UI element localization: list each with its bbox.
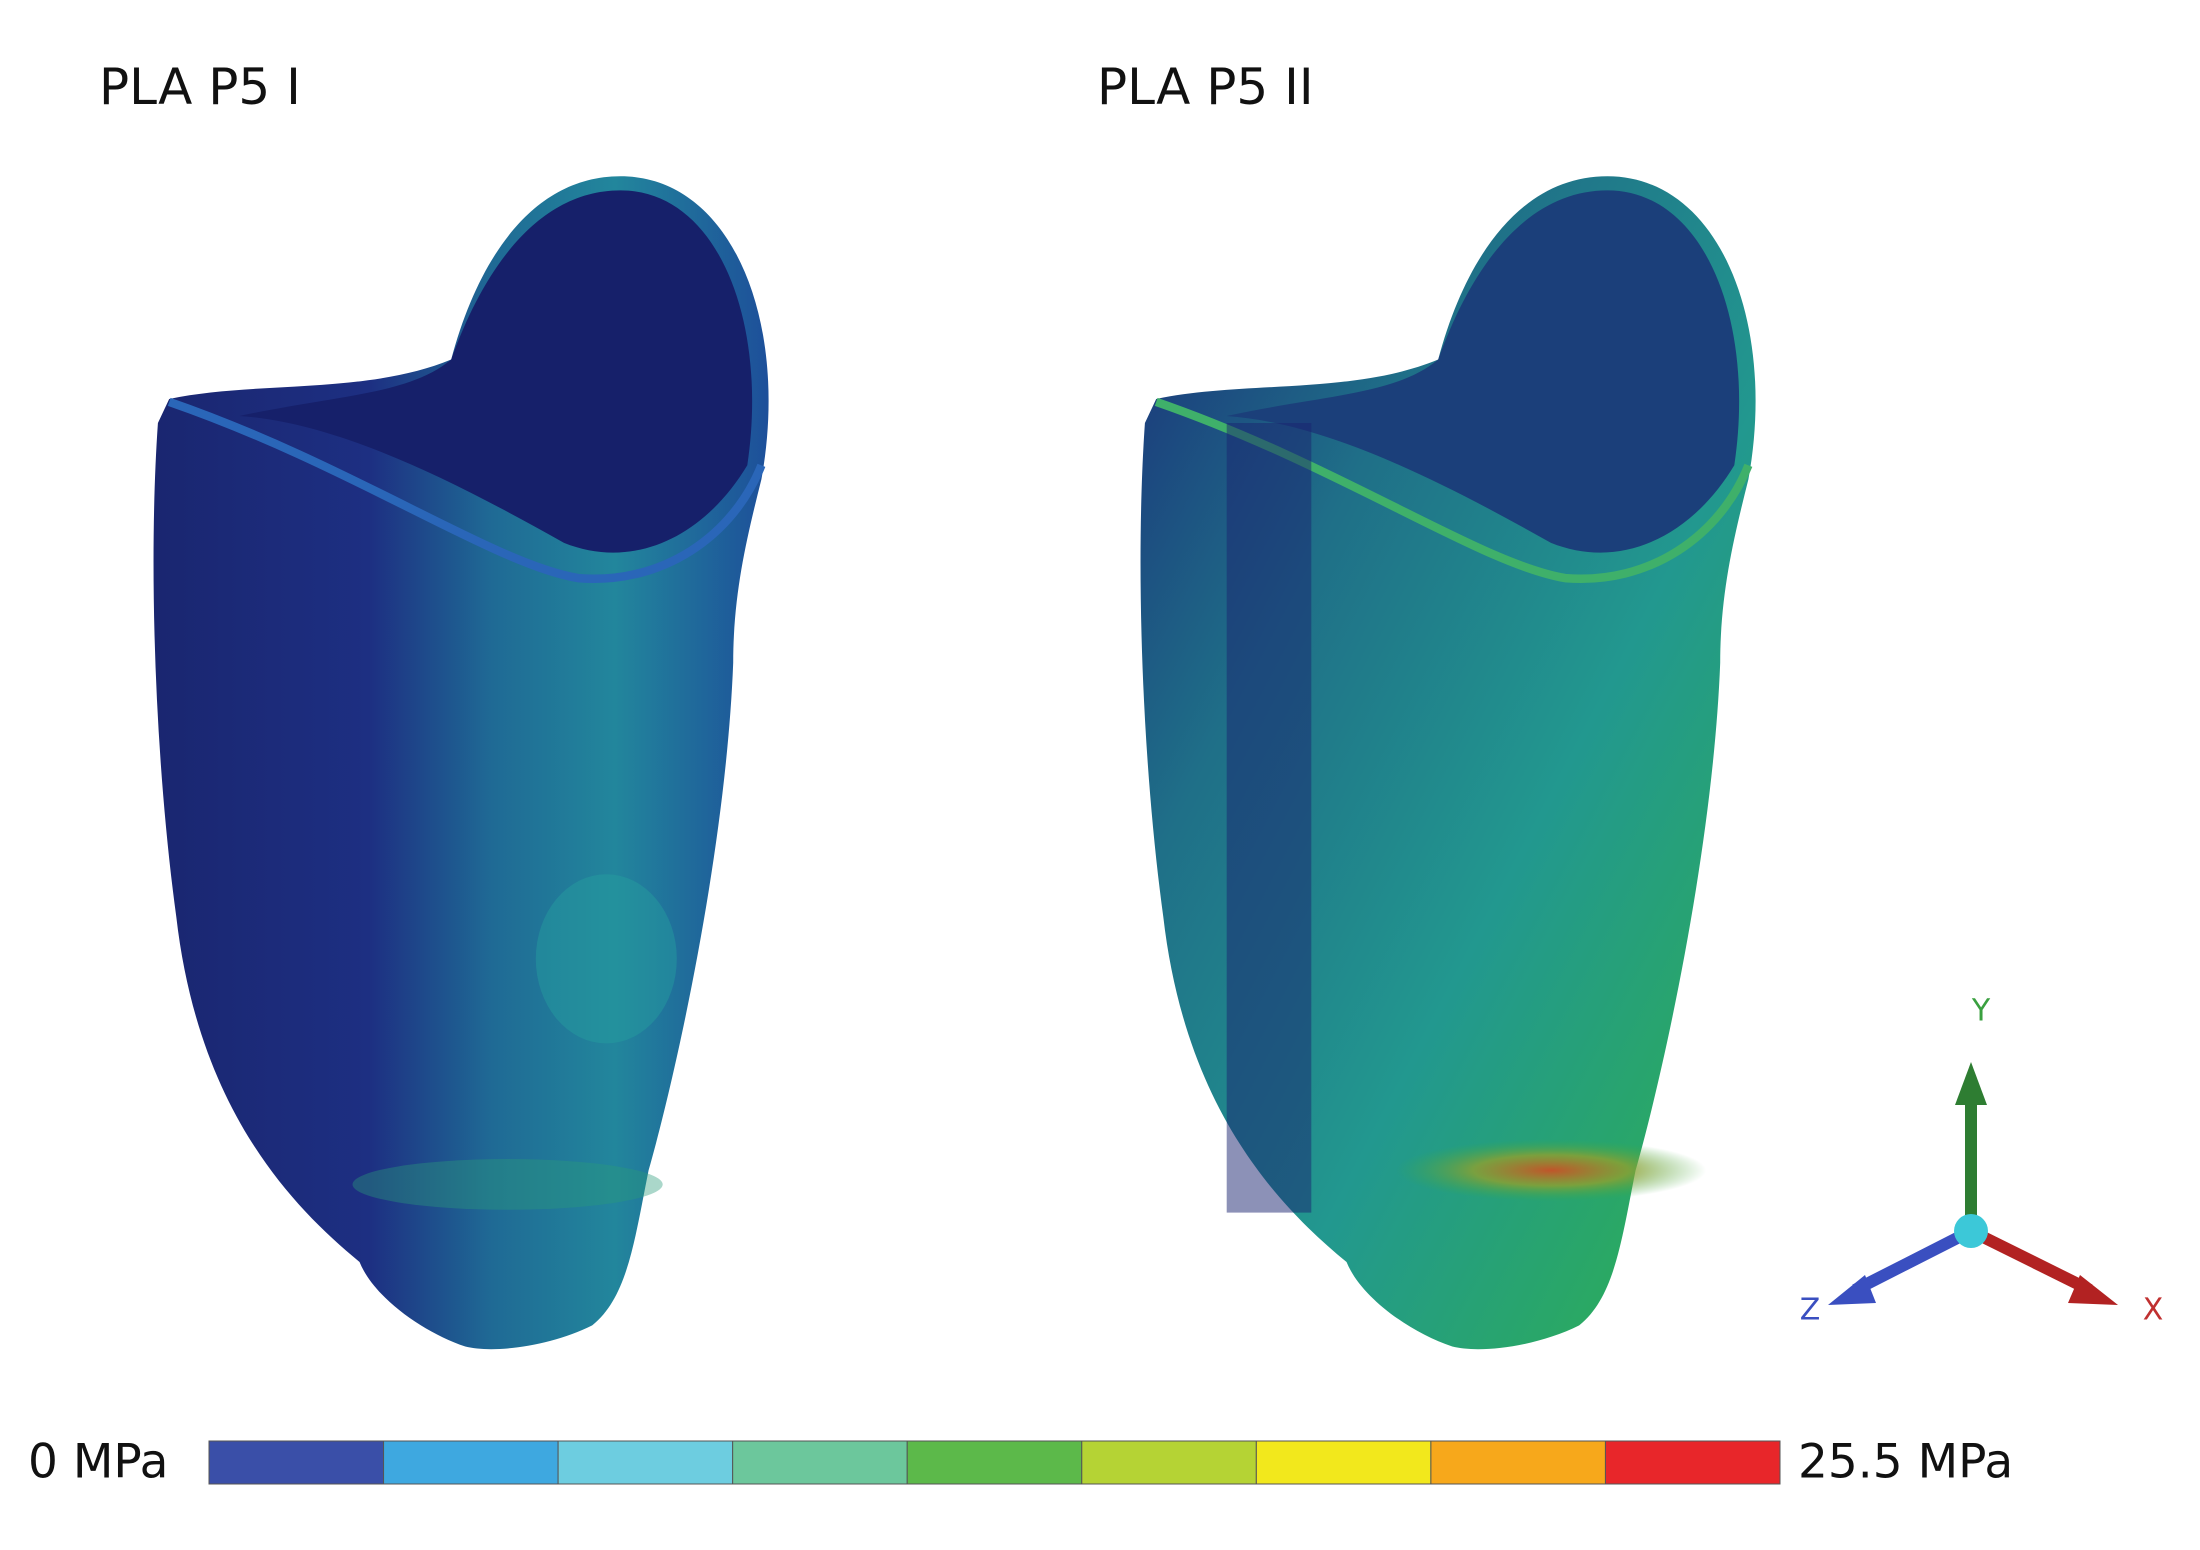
socket-model [1140, 176, 1756, 1350]
color-swatch [383, 1440, 559, 1485]
scale-min-label: 0 MPa [28, 1435, 168, 1490]
color-scale: 0 MPa 25.5 MPa [28, 1435, 2013, 1490]
color-swatch [1604, 1440, 1781, 1485]
panel-title: PLA P5 II [1097, 58, 1314, 116]
color-swatch [1081, 1440, 1257, 1485]
color-swatch [1430, 1440, 1606, 1485]
color-swatch [208, 1440, 385, 1485]
color-swatch [557, 1440, 734, 1485]
color-swatch [732, 1440, 908, 1485]
color-swatch [906, 1440, 1083, 1485]
axis-label: X [2143, 1293, 2164, 1328]
color-swatch [1255, 1440, 1432, 1485]
axis-triad: Y X Z [1800, 994, 2164, 1328]
socket-model [153, 176, 769, 1350]
axis-label: Y [1971, 994, 1991, 1029]
panel-title: PLA P5 I [99, 58, 301, 116]
axis-label: Z [1800, 1293, 1821, 1328]
scale-max-label: 25.5 MPa [1798, 1435, 2013, 1490]
